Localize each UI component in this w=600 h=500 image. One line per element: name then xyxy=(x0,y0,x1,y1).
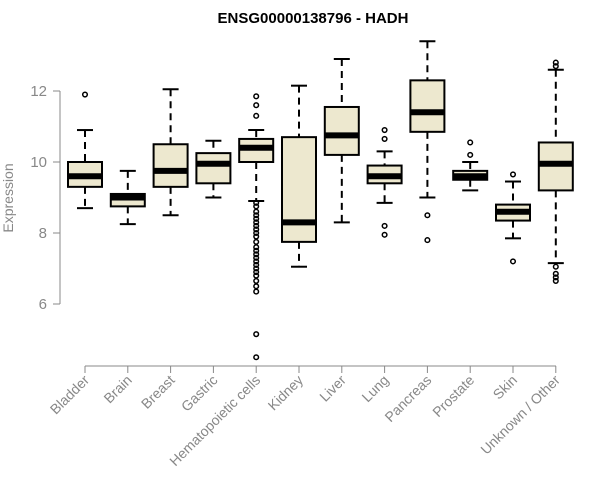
y-tick-label: 10 xyxy=(30,154,47,171)
outlier-point xyxy=(253,233,260,240)
box-skin xyxy=(495,171,531,265)
outlier-point xyxy=(552,59,559,66)
x-tick-label: Unknown / Other xyxy=(477,372,563,458)
outlier-point xyxy=(509,171,517,178)
outlier-point xyxy=(253,215,260,222)
x-tick-label: Kidney xyxy=(265,372,307,414)
outlier-point xyxy=(253,226,260,233)
outlier-point xyxy=(253,272,260,279)
outlier-point xyxy=(253,269,260,276)
boxes-group xyxy=(67,40,574,361)
outlier-point xyxy=(253,102,260,109)
outlier-point xyxy=(381,127,388,134)
chart-title: ENSG00000138796 - HADH xyxy=(218,10,409,27)
outlier-point xyxy=(253,331,260,338)
outlier-point xyxy=(253,203,260,210)
box-kidney xyxy=(281,84,317,268)
box-liver xyxy=(323,58,360,224)
y-tick-label: 12 xyxy=(30,83,47,100)
y-axis-label: Expression xyxy=(0,163,16,232)
outlier-point xyxy=(424,237,431,244)
outlier-point xyxy=(381,231,388,238)
outlier-point xyxy=(253,288,260,295)
outlier-point xyxy=(552,274,559,281)
box-iqr xyxy=(195,152,232,185)
outlier-point xyxy=(253,277,260,284)
x-tick-label: Brain xyxy=(100,372,134,406)
x-tick-label: Skin xyxy=(490,372,521,403)
outlier-point xyxy=(253,254,260,261)
outlier-point xyxy=(253,251,260,258)
outlier-point xyxy=(253,258,260,265)
outlier-point xyxy=(253,265,260,272)
outlier-point xyxy=(253,222,260,229)
box-iqr xyxy=(323,105,360,156)
x-tick-label: Lung xyxy=(358,372,391,405)
box-prostate xyxy=(452,139,489,192)
x-tick-label: Breast xyxy=(138,372,178,412)
x-tick-label: Liver xyxy=(316,372,349,405)
outlier-point xyxy=(253,219,260,226)
outlier-point xyxy=(552,63,559,70)
outlier-point xyxy=(381,135,388,142)
box-lung xyxy=(366,127,403,238)
outlier-point xyxy=(424,212,431,219)
box-pancreas xyxy=(409,40,446,244)
outlier-point xyxy=(253,283,260,290)
outlier-point xyxy=(381,222,388,229)
box-hematopoietic-cells xyxy=(238,93,275,361)
box-iqr xyxy=(409,79,446,133)
outlier-point xyxy=(253,261,260,269)
outlier-point xyxy=(552,270,559,277)
box-brain xyxy=(109,169,146,226)
box-breast xyxy=(152,88,189,217)
outlier-point xyxy=(253,212,260,219)
x-tick-label: Pancreas xyxy=(381,372,434,425)
x-tick-label: Bladder xyxy=(47,372,93,418)
outlier-point xyxy=(253,93,260,100)
box-iqr xyxy=(281,136,317,243)
outlier-point xyxy=(253,112,260,119)
outlier-point xyxy=(552,277,559,284)
y-ticks: 6 8 10 12 xyxy=(30,83,60,313)
outlier-point xyxy=(552,263,559,270)
outlier-point xyxy=(253,244,260,251)
box-bladder xyxy=(67,91,103,210)
outlier-point xyxy=(253,247,260,254)
box-unknown-other xyxy=(537,59,574,284)
y-tick-label: 6 xyxy=(39,296,47,313)
outlier-point xyxy=(467,139,474,146)
outlier-point xyxy=(253,229,260,237)
x-tick-label: Gastric xyxy=(178,372,221,415)
outlier-point xyxy=(253,354,260,361)
outlier-point xyxy=(81,91,89,98)
box-iqr xyxy=(152,143,189,188)
outlier-point xyxy=(509,258,517,265)
outlier-point xyxy=(467,151,474,158)
box-gastric xyxy=(195,139,232,199)
x-tick-label: Prostate xyxy=(429,372,477,420)
y-tick-label: 8 xyxy=(39,225,47,242)
outlier-point xyxy=(253,199,260,206)
outlier-point xyxy=(253,208,260,215)
outlier-point xyxy=(253,238,260,245)
